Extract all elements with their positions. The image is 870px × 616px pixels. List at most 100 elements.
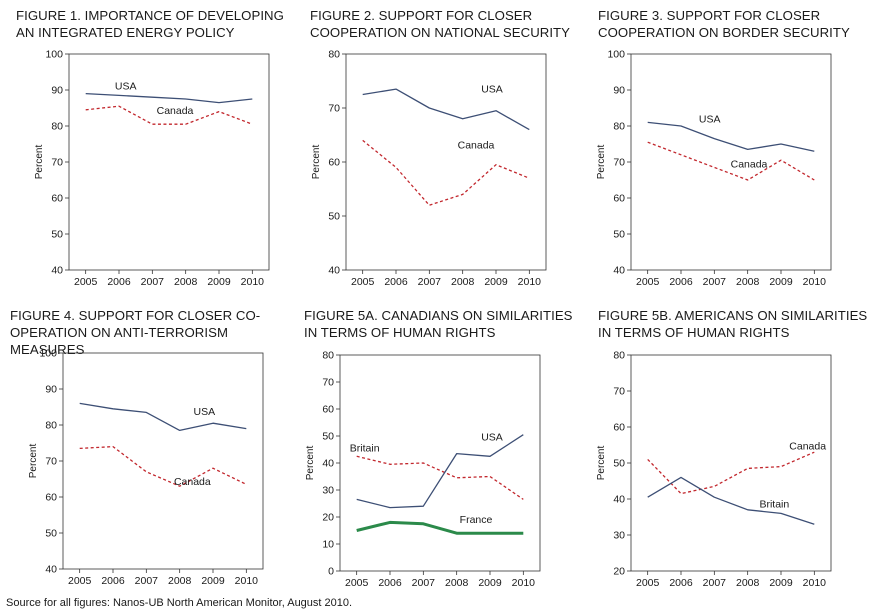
y-tick-label: 90 — [51, 85, 63, 97]
series-label-canada: Canada — [174, 476, 211, 488]
chart-title: FIGURE 3. SUPPORT FOR CLOSER COOPERATION… — [598, 8, 850, 40]
x-tick-label: 2008 — [736, 577, 760, 589]
y-axis-label: Percent — [305, 446, 316, 481]
x-tick-label: 2009 — [201, 575, 225, 587]
series-label-canada: Canada — [157, 105, 194, 117]
y-tick-label: 70 — [322, 377, 334, 389]
y-tick-label: 80 — [51, 121, 63, 133]
y-axis-label: Percent — [28, 444, 39, 479]
x-tick-label: 2005 — [351, 276, 375, 288]
series-label-canada: Canada — [731, 159, 768, 171]
source-note: Source for all figures: Nanos-UB North A… — [6, 597, 353, 609]
y-tick-label: 60 — [51, 193, 63, 205]
y-tick-label: 20 — [613, 566, 625, 578]
series-line-britain — [647, 476, 815, 525]
x-tick-label: 2008 — [168, 575, 192, 587]
y-tick-label: 0 — [328, 566, 334, 578]
series-line-usa — [362, 88, 530, 131]
x-tick-label: 2007 — [418, 276, 442, 288]
series-label-usa: USA — [699, 113, 721, 125]
y-tick-label: 70 — [613, 386, 625, 398]
x-tick-label: 2007 — [703, 577, 727, 589]
series-label-usa: USA — [481, 84, 503, 96]
figure-1: FIGURE 1. IMPORTANCE OF DEVELOPING AN IN… — [12, 7, 302, 307]
y-axis-label: Percent — [596, 446, 607, 481]
y-tick-label: 40 — [322, 458, 334, 470]
chart-title: FIGURE 5A. CANADIANS ON SIMILARITIES IN … — [304, 308, 573, 340]
figure-3: FIGURE 3. SUPPORT FOR CLOSER COOPERATION… — [594, 7, 870, 307]
y-tick-label: 30 — [322, 485, 334, 497]
x-tick-label: 2006 — [384, 276, 408, 288]
x-tick-label: 2008 — [736, 276, 760, 288]
series-line-usa — [356, 434, 524, 509]
y-tick-label: 60 — [613, 193, 625, 205]
series-line-usa — [647, 121, 815, 152]
series-label-usa: USA — [115, 80, 137, 92]
y-tick-label: 80 — [328, 49, 340, 61]
chart-svg: 40 50 60 70 80 2005 2006 2007 2008 2009 2010 Percen… — [311, 49, 547, 288]
chart-svg: 0 10 20 30 40 50 60 70 80 2005 2006 2007 2008 2009 201… — [305, 350, 541, 589]
chart-svg: 40 50 60 70 80 90 100 2005 2006 2007 2008 2009 2010 P… — [28, 348, 264, 587]
plot-frame — [339, 354, 541, 572]
chart-svg: 20 30 40 50 60 70 80 2005 2006 2007 2008 2009 2010 Pe… — [596, 350, 832, 589]
x-tick-label: 2008 — [451, 276, 475, 288]
x-tick-label: 2009 — [207, 276, 231, 288]
chart-svg: 40 50 60 70 80 90 100 2005 2006 2007 2008 2009 2010 P… — [596, 49, 832, 288]
series-label-canada: Canada — [458, 140, 495, 152]
chart-title: FIGURE 5B. AMERICANS ON SIMILARITIES IN … — [598, 308, 868, 340]
plot-frame — [345, 53, 547, 271]
chart-title: FIGURE 2. SUPPORT FOR CLOSER COOPERATION… — [310, 8, 571, 40]
series-line-canada — [362, 139, 530, 206]
x-tick-label: 2005 — [636, 276, 660, 288]
x-tick-label: 2009 — [769, 577, 793, 589]
series-line-canada — [85, 105, 253, 125]
chart-title: FIGURE 1. IMPORTANCE OF DEVELOPING AN IN… — [16, 8, 284, 40]
x-tick-label: 2007 — [141, 276, 165, 288]
figure-5b: FIGURE 5B. AMERICANS ON SIMILARITIES IN … — [594, 307, 870, 607]
y-tick-label: 70 — [613, 157, 625, 169]
series-line-canada — [79, 445, 247, 487]
series-line-britain — [356, 455, 524, 500]
y-tick-label: 50 — [45, 528, 57, 540]
y-tick-label: 60 — [45, 492, 57, 504]
series-line-usa — [79, 402, 247, 432]
y-tick-label: 80 — [45, 420, 57, 432]
x-tick-label: 2009 — [769, 276, 793, 288]
x-tick-label: 2010 — [518, 276, 542, 288]
y-tick-label: 40 — [613, 265, 625, 277]
y-tick-label: 70 — [328, 103, 340, 115]
y-tick-label: 90 — [613, 85, 625, 97]
y-tick-label: 40 — [45, 564, 57, 576]
figure-4: FIGURE 4. SUPPORT FOR CLOSER CO-OPERATIO… — [6, 307, 296, 607]
x-tick-label: 2007 — [135, 575, 159, 587]
x-tick-label: 2008 — [174, 276, 198, 288]
x-tick-label: 2009 — [478, 577, 502, 589]
y-tick-label: 100 — [607, 49, 625, 61]
y-tick-label: 50 — [51, 229, 63, 241]
y-tick-label: 10 — [322, 539, 334, 551]
x-tick-label: 2007 — [412, 577, 436, 589]
series-line-france — [356, 520, 524, 535]
series-line-usa — [85, 92, 253, 104]
y-tick-label: 70 — [51, 157, 63, 169]
plot-frame — [68, 53, 270, 271]
y-axis-label: Percent — [34, 145, 45, 180]
chart-svg: 40 50 60 70 80 90 100 2005 2006 2007 2008 2009 2010 P… — [34, 49, 270, 288]
y-tick-label: 40 — [328, 265, 340, 277]
y-axis-label: Percent — [311, 145, 322, 180]
y-tick-label: 50 — [613, 229, 625, 241]
x-tick-label: 2005 — [636, 577, 660, 589]
x-tick-label: 2006 — [107, 276, 131, 288]
y-tick-label: 60 — [322, 404, 334, 416]
series-label-france: France — [460, 514, 493, 526]
series-label-britain: Britain — [350, 442, 380, 454]
x-tick-label: 2009 — [484, 276, 508, 288]
y-tick-label: 40 — [51, 265, 63, 277]
series-line-canada — [647, 451, 815, 495]
y-tick-label: 50 — [328, 211, 340, 223]
x-tick-label: 2010 — [235, 575, 259, 587]
plot-frame — [62, 352, 264, 570]
chart-title: FIGURE 4. SUPPORT FOR CLOSER CO-OPERATIO… — [10, 308, 261, 357]
y-tick-label: 50 — [613, 458, 625, 470]
x-tick-label: 2008 — [445, 577, 469, 589]
